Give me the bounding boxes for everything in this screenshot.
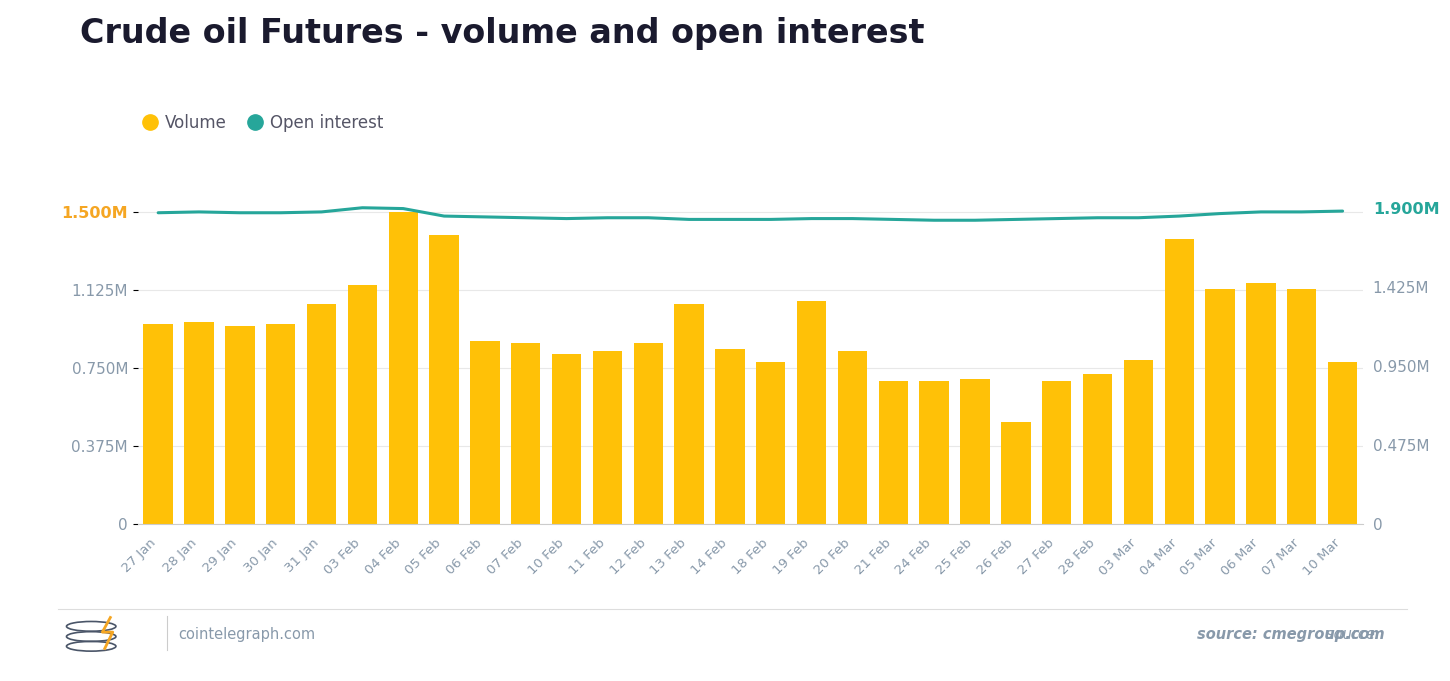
Bar	[348, 285, 377, 524]
Bar	[429, 235, 458, 524]
Bar	[919, 381, 948, 524]
Bar	[674, 304, 703, 524]
Bar	[389, 212, 418, 524]
Bar	[307, 304, 336, 524]
Bar	[225, 326, 255, 524]
Text: source: cmegroup.com: source: cmegroup.com	[1198, 627, 1385, 642]
Text: source:: source:	[1327, 627, 1385, 642]
Bar	[1205, 289, 1235, 524]
Bar	[1124, 360, 1153, 524]
Bar	[755, 362, 786, 524]
Bar	[798, 302, 826, 524]
Bar	[552, 353, 581, 524]
Bar	[1164, 239, 1193, 524]
Bar	[593, 351, 622, 524]
Bar	[634, 343, 663, 524]
Bar	[715, 349, 745, 524]
Bar	[265, 324, 296, 524]
Bar	[510, 343, 541, 524]
Bar	[470, 341, 500, 524]
Bar	[838, 351, 867, 524]
Text: cointelegraph.com: cointelegraph.com	[178, 627, 316, 642]
Text: Crude oil Futures - volume and open interest: Crude oil Futures - volume and open inte…	[80, 17, 924, 50]
Bar	[879, 381, 908, 524]
Bar	[1288, 289, 1317, 524]
Bar	[1000, 422, 1031, 524]
Bar	[184, 322, 213, 524]
Bar	[1043, 381, 1072, 524]
Bar	[1083, 375, 1112, 524]
Bar	[960, 379, 990, 524]
Bar	[1328, 362, 1357, 524]
Bar	[144, 324, 173, 524]
Legend: Volume, Open interest: Volume, Open interest	[146, 114, 383, 132]
Bar	[1246, 283, 1276, 524]
